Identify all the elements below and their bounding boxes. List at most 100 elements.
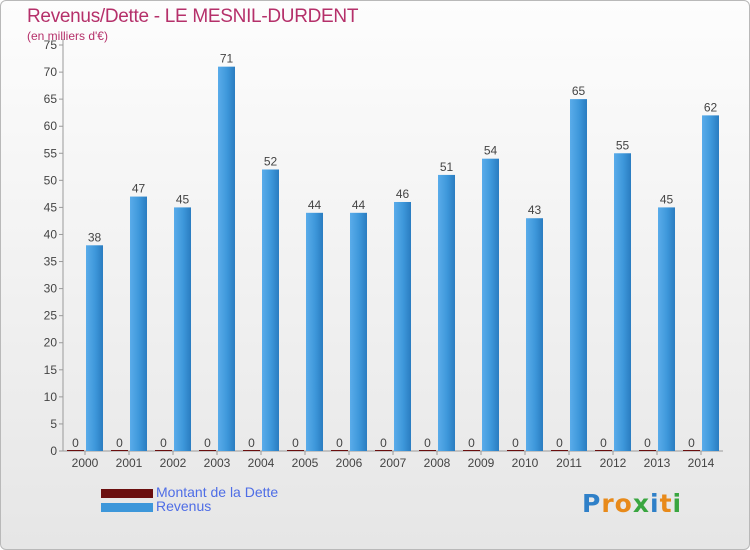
logo-letter: x	[632, 489, 650, 518]
x-tick-label: 2004	[248, 456, 275, 470]
y-tick-label: 55	[44, 146, 58, 160]
data-label-revenus: 55	[616, 138, 630, 152]
y-tick-label: 65	[44, 92, 58, 106]
bar-dette	[331, 450, 348, 451]
y-tick-label: 5	[50, 417, 57, 431]
bar-revenus	[526, 218, 543, 451]
x-tick-label: 2005	[292, 456, 319, 470]
bar-revenus	[262, 169, 279, 452]
bar-revenus	[174, 207, 191, 451]
bar-revenus	[614, 153, 631, 451]
x-tick-label: 2013	[644, 456, 671, 470]
data-label-revenus: 62	[704, 100, 718, 114]
x-tick-label: 2008	[424, 456, 451, 470]
x-tick-label: 2003	[204, 456, 231, 470]
legend-label-dette: Montant de la Dette	[156, 484, 279, 500]
data-label-revenus: 46	[396, 187, 410, 201]
bar-revenus	[218, 66, 235, 452]
y-tick-label: 70	[44, 65, 58, 79]
bar-dette	[507, 450, 524, 451]
logo-letter: o	[614, 489, 633, 518]
bar-dette	[463, 450, 480, 451]
bar-dette	[199, 450, 216, 451]
bar-dette	[639, 450, 656, 451]
y-tick-label: 50	[44, 173, 58, 187]
x-tick-label: 2000	[72, 456, 99, 470]
y-tick-label: 40	[44, 227, 58, 241]
x-tick-label: 2006	[336, 456, 363, 470]
data-label-dette: 0	[688, 436, 695, 450]
y-tick-label: 10	[44, 390, 58, 404]
data-label-dette: 0	[380, 436, 387, 450]
data-label-dette: 0	[424, 436, 431, 450]
data-label-revenus: 52	[264, 155, 278, 169]
x-tick-label: 2011	[556, 456, 582, 470]
logo-letter: i	[672, 489, 683, 518]
y-tick-label: 35	[44, 255, 58, 269]
x-tick-label: 2001	[116, 456, 143, 470]
legend-swatch-dette	[101, 489, 153, 498]
data-label-dette: 0	[336, 436, 343, 450]
y-tick-label: 45	[44, 200, 58, 214]
data-label-dette: 0	[600, 436, 607, 450]
bar-dette	[155, 450, 172, 451]
y-tick-label: 25	[44, 309, 58, 323]
bar-revenus	[570, 99, 587, 451]
bar-dette	[375, 450, 392, 451]
bar-dette	[111, 450, 128, 451]
bar-dette	[67, 450, 84, 451]
data-label-dette: 0	[644, 436, 651, 450]
y-tick-label: 0	[50, 444, 57, 458]
data-label-dette: 0	[248, 436, 255, 450]
logo-letter: r	[601, 489, 615, 518]
bar-dette	[595, 450, 612, 451]
legend-swatch-revenus	[101, 503, 153, 512]
bar-revenus	[130, 196, 147, 451]
data-label-revenus: 51	[440, 160, 454, 174]
data-label-dette: 0	[512, 436, 519, 450]
data-label-revenus: 45	[176, 192, 190, 206]
bar-revenus	[306, 212, 323, 451]
y-tick-label: 75	[44, 38, 58, 52]
bar-dette	[551, 450, 568, 451]
data-label-revenus: 44	[352, 198, 366, 212]
bar-revenus	[482, 158, 499, 451]
bar-revenus	[86, 245, 103, 451]
chart-title: Revenus/Dette - LE MESNIL-DURDENT	[27, 6, 359, 27]
data-label-revenus: 38	[88, 230, 102, 244]
logo-letter: i	[650, 489, 660, 518]
x-tick-label: 2012	[600, 456, 627, 470]
data-label-revenus: 65	[572, 84, 586, 98]
bar-dette	[419, 450, 436, 451]
x-tick-label: 2010	[512, 456, 539, 470]
data-label-dette: 0	[292, 436, 299, 450]
y-tick-label: 20	[44, 336, 58, 350]
data-label-revenus: 44	[308, 198, 322, 212]
y-tick-label: 60	[44, 119, 58, 133]
bar-dette	[243, 450, 260, 451]
chart-subtitle: (en milliers d'€)	[27, 29, 108, 43]
data-label-dette: 0	[468, 436, 475, 450]
x-tick-label: 2009	[468, 456, 495, 470]
y-tick-label: 15	[44, 363, 58, 377]
data-label-revenus: 54	[484, 144, 498, 158]
data-label-dette: 0	[204, 436, 211, 450]
data-label-revenus: 45	[660, 192, 674, 206]
data-label-dette: 0	[116, 436, 123, 450]
bar-revenus	[658, 207, 675, 451]
bar-dette	[683, 450, 700, 451]
data-label-revenus: 47	[132, 182, 146, 196]
proxiti-logo: Proxiti	[582, 489, 682, 518]
bar-dette	[287, 450, 304, 451]
logo-letter: t	[659, 489, 673, 518]
x-tick-label: 2014	[688, 456, 715, 470]
data-label-revenus: 71	[220, 52, 234, 66]
data-label-dette: 0	[72, 436, 79, 450]
data-label-revenus: 43	[528, 203, 542, 217]
bar-revenus	[394, 201, 411, 451]
data-label-dette: 0	[160, 436, 167, 450]
logo-letter: P	[582, 489, 602, 518]
legend-label-revenus: Revenus	[156, 498, 212, 514]
